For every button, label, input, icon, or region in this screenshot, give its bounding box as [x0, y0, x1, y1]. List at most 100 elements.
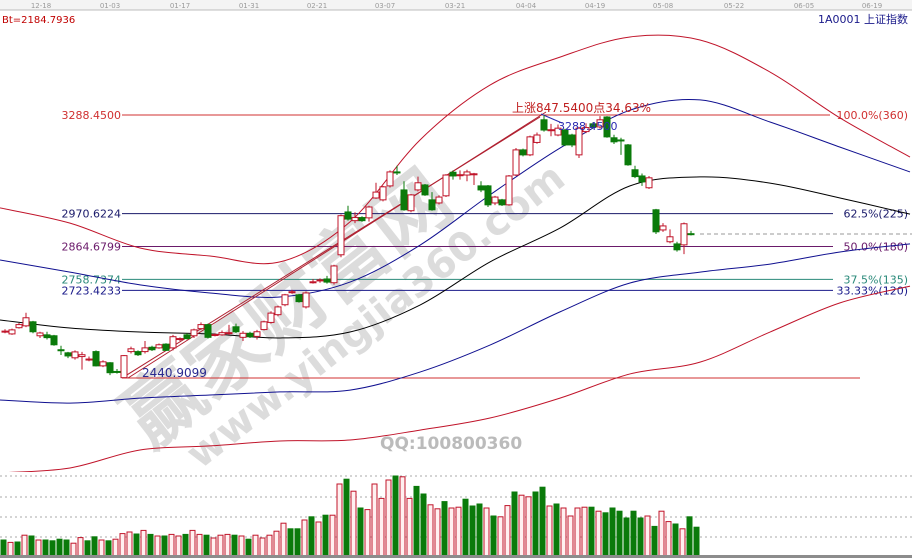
volume-bar-up	[455, 506, 462, 557]
volume-bar-down	[672, 523, 679, 557]
candle-body-down	[393, 171, 401, 174]
candle	[71, 350, 79, 360]
candle	[456, 170, 464, 180]
candle	[183, 333, 191, 340]
candle	[92, 350, 100, 367]
candle	[309, 278, 317, 284]
low-annotation: 2440.9099	[142, 366, 207, 380]
candle-body-down	[43, 334, 51, 339]
candle-body-up	[78, 354, 86, 358]
x-tick-label: 12-18	[31, 2, 51, 10]
candle-body-down	[204, 324, 212, 338]
volume-bar-up	[406, 497, 413, 557]
candle	[575, 126, 583, 158]
volume-bar-down	[28, 535, 35, 557]
x-tick-label: 06-05	[794, 2, 814, 10]
candle	[211, 333, 219, 337]
candle	[687, 230, 695, 236]
candle	[365, 205, 373, 222]
volume-bar-up	[196, 533, 203, 557]
candle-body-up	[442, 174, 450, 197]
candle-body-down	[64, 352, 72, 357]
candle-body-down	[421, 184, 429, 196]
moving-average-line	[0, 176, 911, 339]
candle-body-up	[407, 194, 415, 212]
candle-body-up	[281, 294, 289, 306]
candle	[106, 362, 114, 376]
volume-bar-up	[378, 497, 385, 557]
candle	[638, 173, 646, 186]
candle	[127, 346, 135, 354]
volume-bar-up	[35, 539, 42, 557]
candle	[246, 331, 254, 338]
candle	[407, 193, 415, 213]
candle-body-up	[71, 351, 79, 359]
candle	[519, 148, 527, 157]
candle-body-down	[50, 335, 58, 346]
candle-body-up	[141, 347, 149, 353]
candle	[50, 334, 58, 346]
volume-bar-down	[511, 491, 518, 557]
candle-body-up	[414, 182, 422, 191]
volume-bar-up	[385, 479, 392, 557]
volume-bar-down	[203, 534, 210, 557]
volume-bar-up	[679, 528, 686, 557]
volume-bar-up	[434, 508, 441, 557]
candle	[561, 128, 569, 147]
volume-bar-up	[259, 537, 266, 557]
candle-body-up	[99, 361, 107, 367]
volume-bar-up	[175, 535, 182, 557]
candle-body-up	[659, 225, 667, 231]
candle-body-up	[470, 173, 478, 176]
bottom-scroll-bar[interactable]	[0, 555, 912, 558]
candle	[253, 329, 261, 340]
volume-bar-down	[686, 516, 693, 557]
candle	[148, 345, 156, 351]
candle-body-up	[225, 332, 233, 335]
x-tick-label: 04-19	[585, 2, 605, 10]
candle	[288, 289, 296, 294]
candle-body-up	[302, 292, 310, 308]
volume-bar-down	[0, 539, 7, 557]
volume-bar-down	[56, 538, 63, 557]
candle	[393, 165, 401, 176]
volume-bar-up	[350, 490, 357, 557]
candle	[603, 116, 611, 138]
volume-bar-up	[224, 533, 231, 557]
volume-bar-down	[161, 535, 168, 557]
volume-bar-up	[504, 505, 511, 557]
candle	[386, 170, 394, 188]
volume-bar-down	[462, 498, 469, 557]
candles	[1, 115, 695, 379]
candle-body-down	[610, 137, 618, 143]
volume-bar-down	[616, 510, 623, 557]
candle-body-up	[309, 281, 317, 284]
fib-ratio-label: 62.5%(225)	[843, 208, 908, 221]
volume-bar-up	[525, 496, 532, 557]
candle-body-down	[344, 211, 352, 220]
candle	[358, 216, 366, 222]
candle	[162, 343, 170, 351]
candle-body-up	[435, 196, 443, 204]
volume-bar-up	[280, 522, 287, 557]
candle-body-up	[582, 127, 590, 133]
volume-bar-up	[665, 521, 672, 557]
candle	[225, 324, 233, 335]
candle	[435, 195, 443, 205]
candle	[379, 185, 387, 202]
candle	[15, 323, 23, 329]
date-axis-bar	[0, 0, 912, 10]
candle-body-up	[351, 217, 359, 222]
candle	[141, 341, 149, 354]
volume-bar-down	[532, 491, 539, 557]
x-tick-label: 05-22	[724, 2, 744, 10]
x-axis-ticks: 12-18 01-03 01-17 01-31 02-21 03-07 03-21 04-04…	[31, 2, 882, 10]
volume-bar-up	[595, 510, 602, 557]
volume-bar-down	[539, 486, 546, 557]
candle-body-down	[603, 116, 611, 138]
volume-bar-up	[371, 483, 378, 557]
candle	[491, 195, 499, 206]
volume-bar-up	[7, 541, 14, 557]
candle	[323, 275, 331, 284]
